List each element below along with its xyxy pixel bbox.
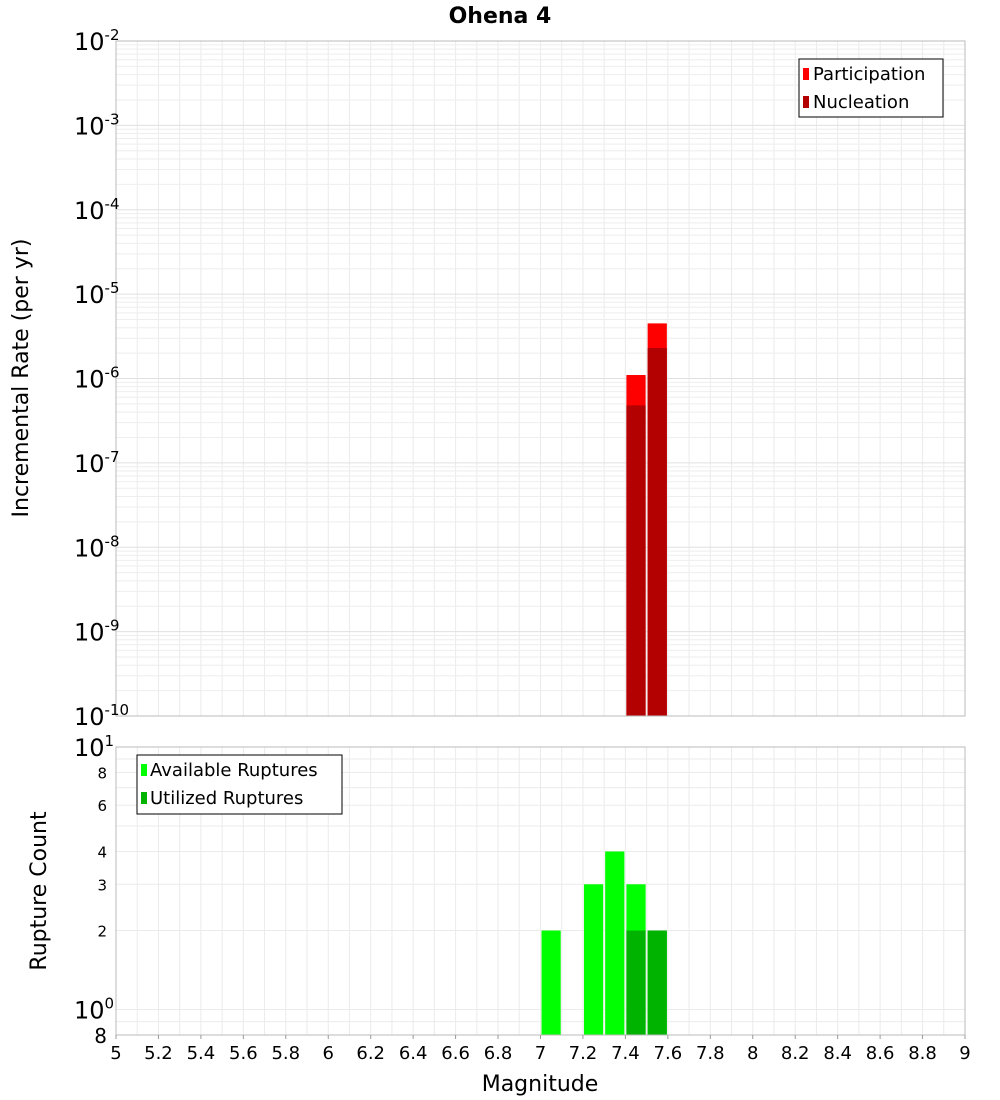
x-tick-label: 7.6	[654, 1043, 683, 1064]
bottom-y-tick-label: 8	[94, 1024, 107, 1048]
bottom-y-axis-label: Rupture Count	[27, 811, 52, 971]
legend-label-participation: Participation	[813, 64, 925, 85]
x-tick-label: 7.2	[569, 1043, 598, 1064]
x-tick-label: 7.8	[696, 1043, 725, 1064]
bar-nucleation-7-45	[626, 405, 646, 716]
top-y-tick-label: 10-5	[74, 279, 120, 309]
x-axis-label: Magnitude	[482, 1072, 599, 1097]
top-y-axis-label: Incremental Rate (per yr)	[9, 239, 34, 518]
top-grid	[115, 41, 966, 717]
x-tick-label: 9	[959, 1043, 970, 1064]
bottom-y-tick-label: 100	[74, 995, 114, 1025]
bottom-y-tick-label: 2	[97, 923, 107, 941]
legend-swatch-utilized-ruptures	[141, 792, 147, 804]
top-legend: Participation Nucleation	[798, 58, 944, 118]
x-tick-label: 8.4	[823, 1043, 852, 1064]
top-y-tick-label: 10-7	[74, 448, 120, 478]
bottom-y-tick-label: 8	[97, 764, 107, 782]
x-tick-label: 7	[535, 1043, 546, 1064]
x-tick-label: 5.4	[187, 1043, 216, 1064]
legend-swatch-available-ruptures	[141, 764, 147, 776]
top-y-tick-label: 10-3	[74, 110, 120, 140]
x-tick-label: 7.4	[611, 1043, 640, 1064]
top-plot-frame	[115, 40, 966, 717]
bottom-y-tick-label: 4	[97, 843, 107, 861]
bottom-y-tick-label: 3	[97, 876, 107, 894]
top-y-tick-label: 10-9	[74, 617, 120, 647]
legend-label-utilized-ruptures: Utilized Ruptures	[150, 788, 303, 809]
bar-available-ruptures-7-25	[583, 884, 604, 1035]
legend-label-nucleation: Nucleation	[813, 92, 909, 113]
x-tick-label: 5.2	[144, 1043, 173, 1064]
x-ticks: 5 5.2 5.4 5.6 5.8 6 6.2 6.4 6.6 6.8 7 7.2 7.4 7.6 7.8 8…	[110, 1035, 971, 1064]
x-tick-label: 6.6	[441, 1043, 470, 1064]
bottom-y-tick-label: 101	[74, 732, 114, 762]
bar-utilized-ruptures-7-45	[626, 930, 646, 1035]
top-y-tick-label: 10-8	[74, 532, 120, 562]
top-y-ticks: 10-2 10-3 10-4 10-5 10-6 10-7 10-8 10-9 10-10	[74, 26, 129, 731]
x-tick-label: 8.2	[781, 1043, 810, 1064]
x-tick-label: 5	[110, 1043, 121, 1064]
chart-title: Ohena 4	[449, 4, 552, 29]
bar-utilized-ruptures-7-55	[647, 930, 667, 1035]
x-tick-label: 6.4	[399, 1043, 428, 1064]
bottom-legend: Available Ruptures Utilized Ruptures	[136, 754, 343, 815]
bar-nucleation-7-55	[647, 347, 667, 716]
x-tick-label: 6	[323, 1043, 334, 1064]
x-tick-label: 8.8	[908, 1043, 937, 1064]
x-tick-label: 5.6	[229, 1043, 258, 1064]
top-legend-box	[798, 58, 944, 118]
x-tick-label: 5.8	[271, 1043, 300, 1064]
top-bars	[626, 323, 667, 716]
bottom-y-tick-label: 6	[97, 797, 107, 815]
top-y-tick-label: 10-4	[74, 195, 120, 225]
x-tick-label: 6.8	[484, 1043, 513, 1064]
x-tick-label: 8	[747, 1043, 758, 1064]
bottom-bars	[541, 851, 667, 1035]
x-tick-label: 6.2	[356, 1043, 385, 1064]
legend-label-available-ruptures: Available Ruptures	[150, 760, 318, 781]
bottom-legend-box	[136, 754, 343, 815]
legend-swatch-nucleation	[803, 96, 809, 108]
bar-available-ruptures-7-05	[541, 930, 561, 1035]
bar-available-ruptures-7-35	[605, 851, 625, 1035]
x-tick-label: 8.6	[866, 1043, 895, 1064]
top-y-tick-label: 10-6	[74, 364, 120, 394]
legend-swatch-participation	[803, 68, 809, 80]
top-y-tick-label: 10-2	[74, 26, 120, 56]
top-y-tick-label: 10-10	[74, 701, 129, 731]
